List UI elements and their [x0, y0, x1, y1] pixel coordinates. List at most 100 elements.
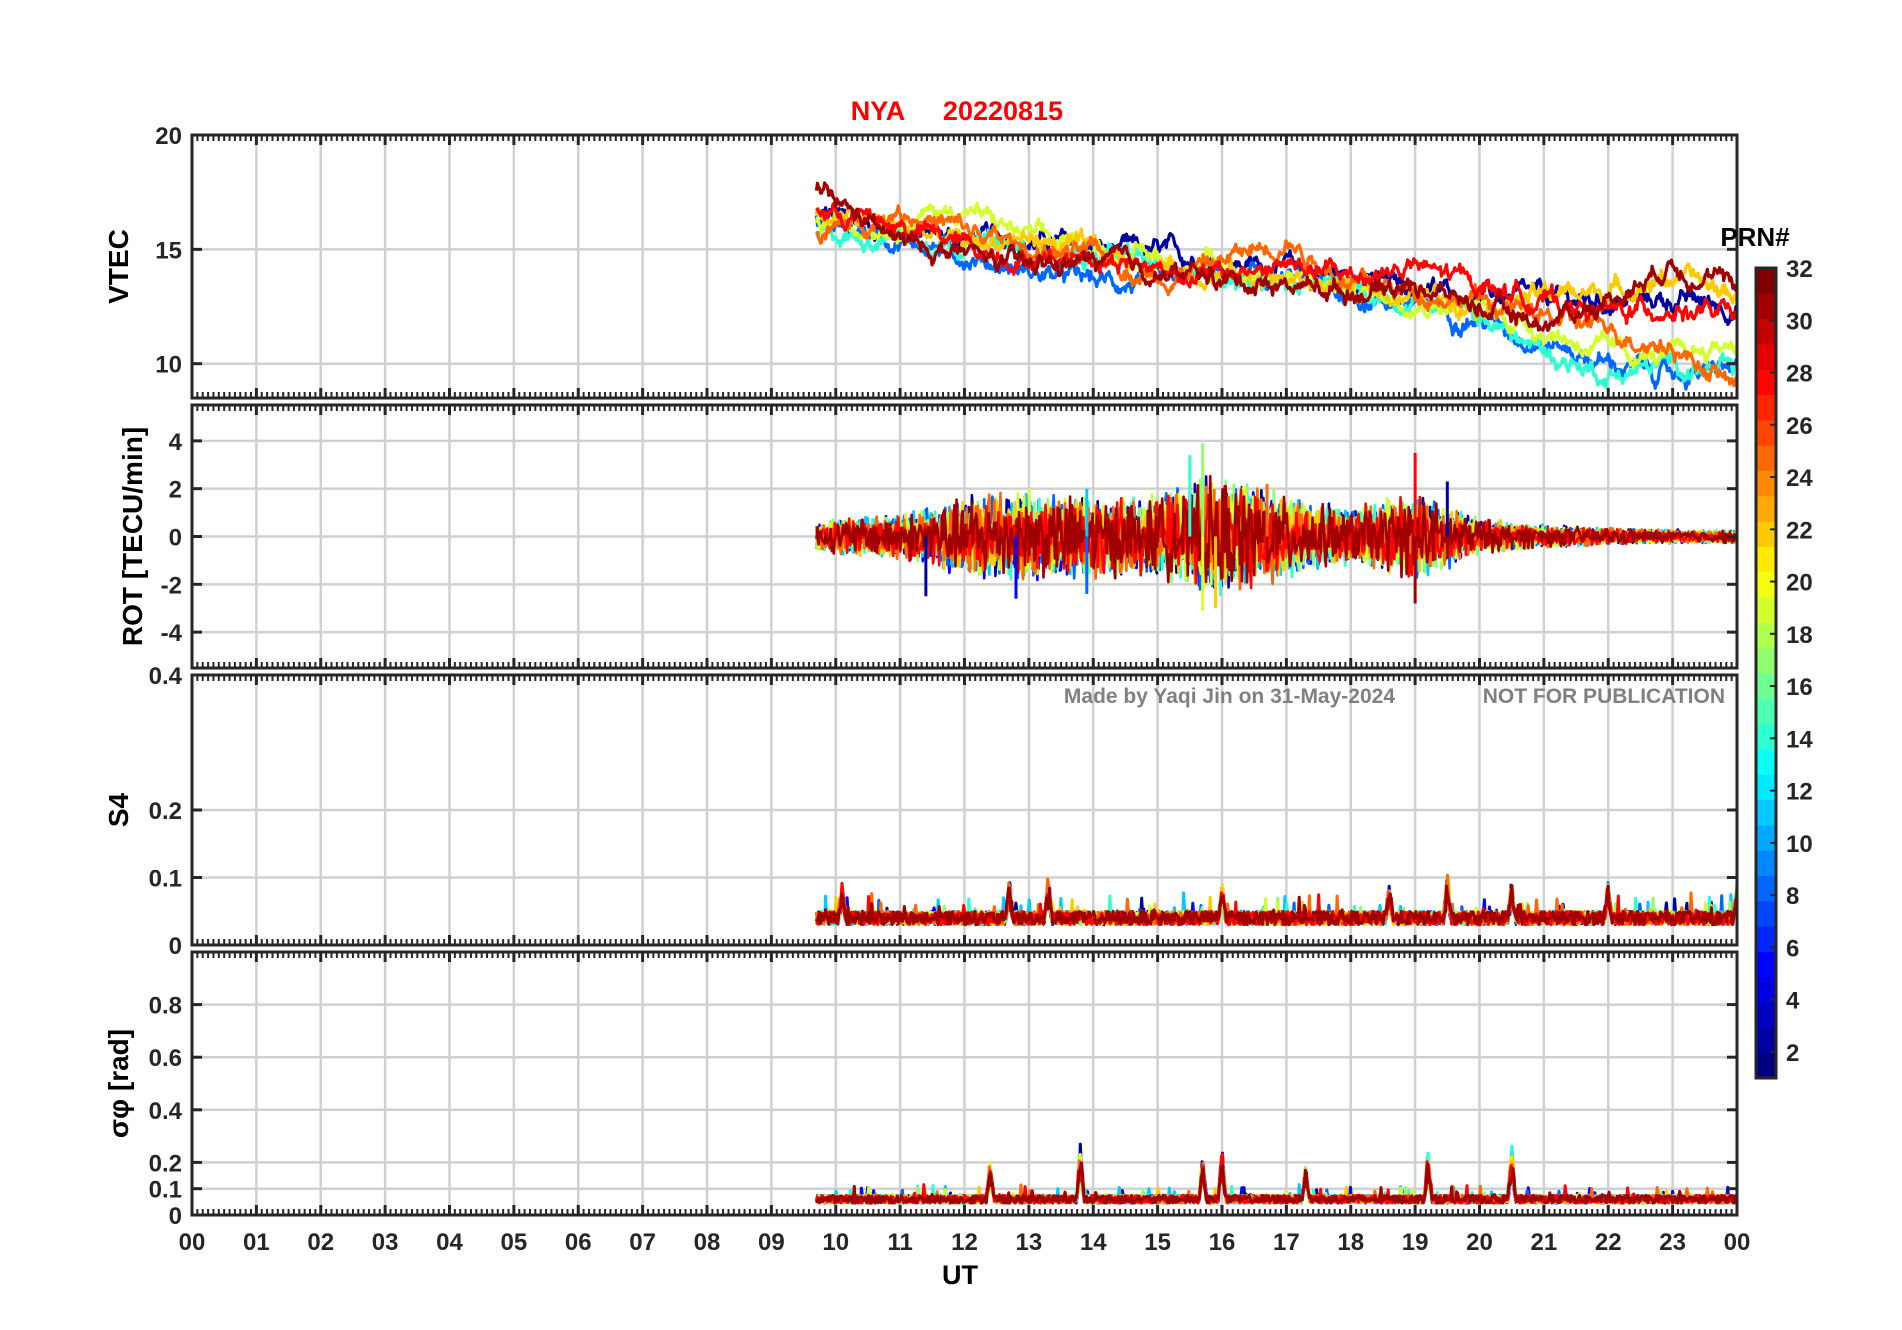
x-tick-label: 16 [1209, 1229, 1236, 1256]
x-tick-label: 17 [1273, 1229, 1300, 1256]
colorbar-tick-label: 12 [1786, 779, 1813, 806]
colorbar-tick-label: 28 [1786, 361, 1813, 388]
colorbar-segment [1756, 268, 1776, 294]
x-tick-label: 02 [307, 1229, 334, 1256]
x-tick-label: 18 [1337, 1229, 1364, 1256]
x-tick-label: 15 [1144, 1229, 1171, 1256]
watermark: Made by Yaqi Jin on 31-May-2024 NOT FOR … [1064, 685, 1725, 708]
y-tick-label: 20 [155, 123, 182, 150]
colorbar-segment [1756, 293, 1776, 320]
colorbar-segment [1756, 723, 1776, 750]
panel-vtec: 10 15 20 VTEC [103, 123, 1739, 400]
colorbar-tick-label: 16 [1786, 674, 1813, 701]
colorbar-segment [1756, 445, 1776, 471]
colorbar-tick-label: 24 [1786, 465, 1813, 492]
x-tick-label: 05 [501, 1229, 528, 1256]
s4-series-prn-31 [815, 884, 1737, 927]
colorbar-tick-label: 18 [1786, 622, 1813, 649]
colorbar-segment [1756, 546, 1776, 573]
colorbar-segment [1756, 976, 1776, 1003]
colorbar-tick-label: 10 [1786, 831, 1813, 858]
x-tick-label: 22 [1595, 1229, 1622, 1256]
x-tick-label: 19 [1402, 1229, 1429, 1256]
colorbar-segment [1756, 318, 1776, 345]
y-tick-label: 0.2 [149, 798, 182, 825]
colorbar-tick-label: 32 [1786, 256, 1813, 283]
panel-ticks [190, 952, 1739, 1217]
y-tick-label: 0 [169, 1203, 182, 1230]
colorbar-segment [1756, 521, 1776, 547]
colorbar-segment [1756, 774, 1776, 801]
colorbar-segment [1756, 647, 1776, 674]
colorbar-segment [1756, 1002, 1776, 1028]
y-tick-label: 2 [169, 477, 182, 504]
colorbar-segment [1756, 369, 1776, 396]
title-date: 20220815 [943, 96, 1063, 126]
y-axis-label: VTEC [103, 229, 134, 304]
title-station: NYA [851, 96, 906, 126]
panel-data [815, 443, 1737, 611]
panel-ticks [190, 673, 1739, 947]
panel-ticks [190, 133, 1739, 398]
colorbar-segment [1756, 875, 1776, 902]
x-tick-label: 23 [1659, 1229, 1686, 1256]
x-tick-label: 00 [1724, 1229, 1751, 1256]
colorbar-segment [1756, 470, 1776, 497]
colorbar-tick-label: 8 [1786, 883, 1799, 910]
panel-data [814, 873, 1737, 927]
panel-sigma_phi: 00.10.2 0.4 0.6 0.8 σφ [rad] [103, 950, 1739, 1230]
x-tick-label: 12 [951, 1229, 978, 1256]
colorbar-segment [1756, 394, 1776, 421]
y-tick-label: 0.4 [149, 663, 183, 690]
watermark-notice: NOT FOR PUBLICATION [1483, 685, 1725, 708]
colorbar-tick-label: 20 [1786, 570, 1813, 597]
rot-series-prn-28 [815, 485, 1737, 590]
x-tick-label: 20 [1466, 1229, 1493, 1256]
colorbar-segment [1756, 900, 1776, 927]
colorbar-tick-label: 6 [1786, 935, 1799, 962]
y-tick-label: 0.4 [149, 1098, 183, 1125]
colorbar-tick-label: 2 [1786, 1040, 1799, 1067]
x-tick-label: 14 [1080, 1229, 1107, 1256]
colorbar-segment [1756, 343, 1776, 370]
y-tick-label: 0.6 [149, 1045, 182, 1072]
colorbar-segment [1756, 622, 1776, 649]
colorbar-segment [1756, 1027, 1776, 1054]
y-tick-label: 0.8 [149, 993, 182, 1020]
x-tick-label: 00 [179, 1229, 206, 1256]
x-tick-label: 21 [1531, 1229, 1558, 1256]
y-axis-label: σφ [rad] [103, 1029, 134, 1138]
colorbar-tick-label: 30 [1786, 308, 1813, 335]
y-tick-label: 0 [169, 933, 182, 960]
x-tick-label: 07 [629, 1229, 656, 1256]
vtec-series-prn-31 [814, 181, 1737, 333]
y-tick-label: 4 [169, 429, 183, 456]
x-tick-label: 01 [243, 1229, 270, 1256]
colorbar-segment [1756, 850, 1776, 876]
colorbar-segment [1756, 926, 1776, 952]
plot-title: NYA 20220815 [851, 96, 1063, 126]
panel-grid [192, 405, 1737, 668]
colorbar-segment [1756, 1052, 1776, 1079]
x-tick-label: 06 [565, 1229, 592, 1256]
colorbar-tick-label: 22 [1786, 517, 1813, 544]
watermark-credit: Made by Yaqi Jin on 31-May-2024 [1064, 685, 1395, 708]
colorbar-frame [1754, 266, 1778, 1080]
y-tick-label: -4 [161, 620, 183, 647]
y-axis-label: ROT [TECU/min] [117, 427, 148, 646]
colorbar-tick-label: 4 [1786, 988, 1800, 1015]
x-tick-label: 09 [758, 1229, 785, 1256]
panel-s4: 0 0.1 0.2 0.4 S4 [103, 663, 1739, 960]
rot-series-prn-31 [815, 474, 1737, 584]
y-tick-label: 0.1 [149, 866, 182, 893]
x-tick-label: 10 [822, 1229, 849, 1256]
panel-data [814, 181, 1737, 391]
x-tick-label: 04 [436, 1229, 463, 1256]
colorbar-label: PRN# [1720, 222, 1790, 252]
colorbar-segment [1756, 571, 1776, 598]
x-axis: UT 00 01 02 03 04 05 06 07 08 09 10 11 12 13 14 15 16 17 1… [179, 1229, 1751, 1290]
y-tick-label: 10 [155, 352, 182, 379]
